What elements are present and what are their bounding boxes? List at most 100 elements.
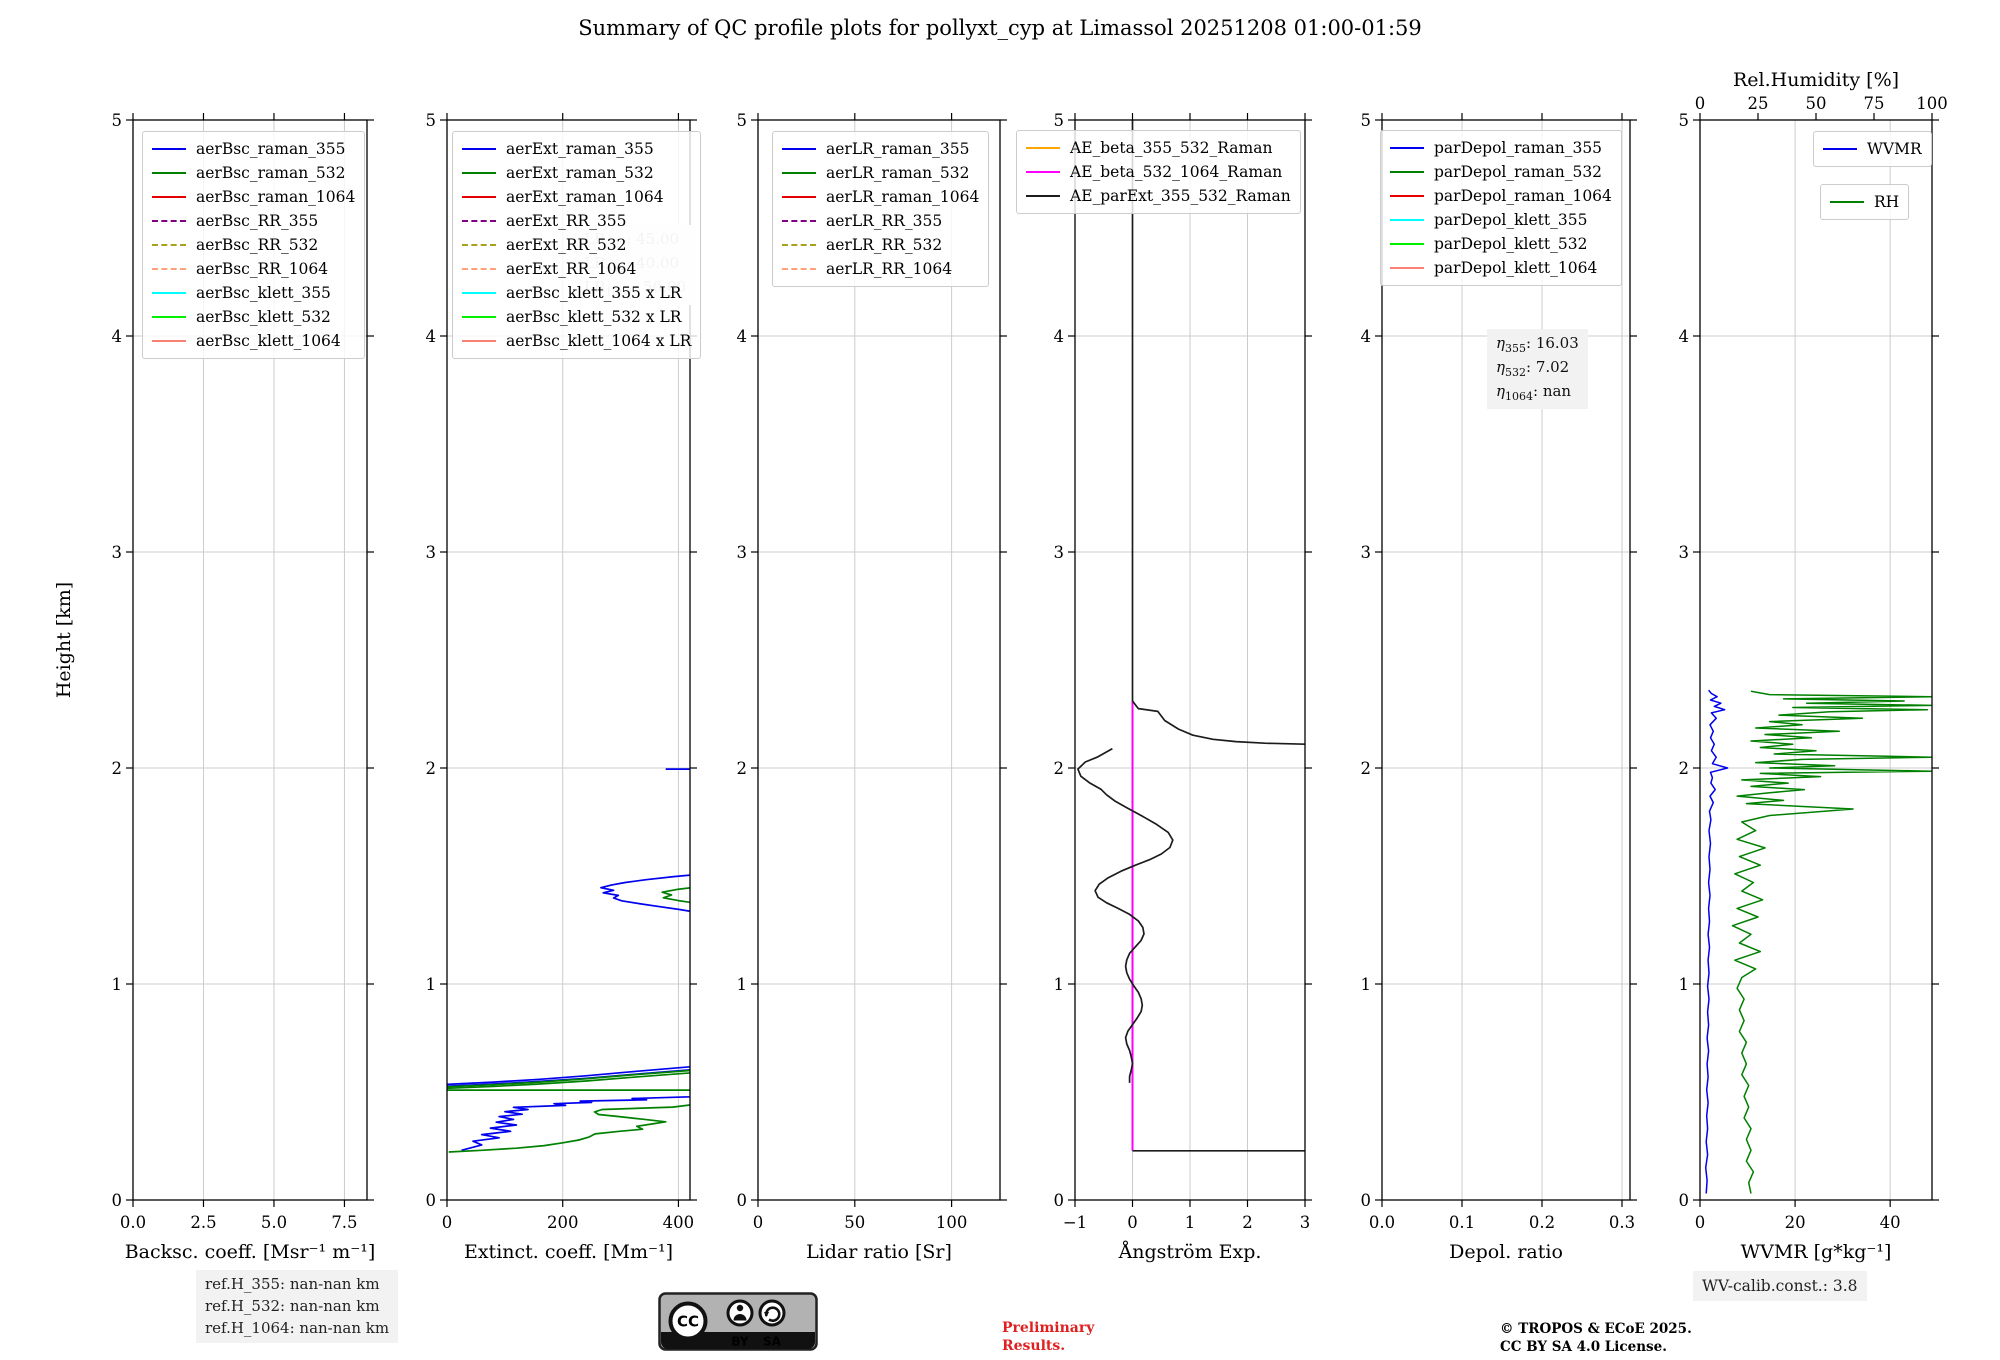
legend-label: parDepol_raman_1064 — [1434, 187, 1612, 205]
legend-line-sample — [462, 340, 496, 342]
series-group-wvmr — [1704, 689, 1932, 1194]
x-tick-label: 5.0 — [261, 1213, 287, 1232]
y-tick-label: 3 — [112, 543, 123, 562]
panel-wvmr: 0 20 40 0 1 2 3 4 5 WVMR [g*kg⁻¹] 0 25 50 75 100 Rel.Hu… — [1679, 69, 1948, 1263]
page-title: Summary of QC profile plots for pollyxt_… — [578, 16, 1422, 40]
y-tick-label: 2 — [737, 759, 748, 778]
legend-wvmr: RH — [1820, 184, 1910, 220]
legend-item: aerExt_raman_1064 — [462, 185, 691, 209]
legend-label: aerBsc_klett_355 x LR — [506, 284, 682, 302]
y-tick-label: 3 — [1361, 543, 1372, 562]
legend-item: aerExt_raman_355 — [462, 137, 691, 161]
top-axis-label: Rel.Humidity [%] — [1733, 69, 1899, 91]
x-tick-label: 40 — [1880, 1213, 1901, 1232]
x-axis-label-depol: Depol. ratio — [1449, 1241, 1563, 1263]
legend-item: aerExt_RR_1064 — [462, 257, 691, 281]
legend-line-sample — [152, 340, 186, 342]
legend-depol: parDepol_raman_355 parDepol_raman_532 parD… — [1380, 130, 1622, 286]
y-tick-label: 4 — [1054, 327, 1065, 346]
series-AE_parExt_355_532_Raman — [1077, 747, 1174, 1083]
legend-label: aerLR_raman_1064 — [826, 188, 980, 206]
ref-height-line: ref.H_1064: nan-nan km — [205, 1318, 390, 1337]
legend-label: parDepol_raman_355 — [1434, 139, 1603, 157]
legend-line-sample — [462, 268, 496, 270]
reference-height-annotation: ref.H_355: nan-nan km ref.H_532: nan-nan … — [196, 1270, 399, 1344]
grid-wvmr — [1699, 119, 1932, 1201]
legend-line-sample — [1026, 195, 1060, 197]
y-tick-label: 1 — [1054, 975, 1065, 994]
axes-frame-wvmr — [1699, 119, 1933, 1201]
legend-line-sample — [782, 268, 816, 270]
legend-line-sample — [152, 292, 186, 294]
axes-frame-extinction — [446, 119, 691, 1201]
legend-label: aerBsc_RR_355 — [196, 212, 319, 230]
legend-extinction: aerExt_raman_355 aerExt_raman_532 aerExt_r… — [452, 131, 702, 359]
by-person-body — [733, 1314, 747, 1321]
legend-line-sample — [1390, 195, 1424, 197]
by-person-icon — [726, 1299, 754, 1327]
y-tick-label: 5 — [112, 111, 123, 130]
legend-item: aerBsc_RR_532 — [152, 233, 355, 257]
ref-height-line: ref.H_355: nan-nan km — [205, 1275, 380, 1293]
x-tick-label: 20 — [1785, 1213, 1806, 1232]
top-tick-label: 25 — [1748, 94, 1769, 113]
legend-item: aerExt_RR_355 — [462, 209, 691, 233]
x-axis-label-angstrom: Ångström Exp. — [1118, 1241, 1262, 1263]
annotation-line: η1064: nan — [1496, 381, 1572, 403]
legend-line-sample — [782, 172, 816, 174]
y-tick-label: 1 — [737, 975, 748, 994]
legend-label: aerBsc_raman_355 — [196, 140, 346, 158]
wv-calib-text: WV-calib.const.: 3.8 — [1702, 1277, 1858, 1295]
x-tick-label: 0 — [1127, 1213, 1138, 1232]
legend-label: aerExt_RR_355 — [506, 212, 627, 230]
legend-item: parDepol_klett_355 — [1390, 208, 1612, 232]
legend-line-sample — [462, 316, 496, 318]
legend-line-sample — [782, 244, 816, 246]
legend-item: parDepol_klett_532 — [1390, 232, 1612, 256]
x-tick-label: 50 — [844, 1213, 865, 1232]
legend-item: AE_parExt_355_532_Raman — [1026, 184, 1291, 208]
legend-item: parDepol_raman_355 — [1390, 136, 1612, 160]
legend-item: aerLR_raman_532 — [782, 161, 979, 185]
sa-arrow-head — [764, 1312, 769, 1317]
y-tick-label: 3 — [1679, 543, 1690, 562]
legend-label: aerExt_RR_532 — [506, 236, 627, 254]
y-tick-label: 2 — [1054, 759, 1065, 778]
x-tick-label: 7.5 — [331, 1213, 357, 1232]
series-aerExt_raman_355 — [447, 1068, 690, 1088]
y-tick-label: 2 — [1361, 759, 1372, 778]
legend-label: aerExt_raman_532 — [506, 164, 654, 182]
y-tick-label: 0 — [1679, 1191, 1690, 1210]
eta-calibration-annotation: η355: 16.03 η532: 7.02 η1064: nan — [1487, 329, 1588, 409]
legend-label: parDepol_klett_355 — [1434, 211, 1588, 229]
sa-arrow-arc — [764, 1306, 781, 1322]
legend-label: AE_beta_532_1064_Raman — [1070, 163, 1283, 181]
series-aerExt_raman_532 — [661, 887, 690, 904]
top-tick-label: 0 — [1695, 94, 1706, 113]
x-tick-label: 0 — [1695, 1213, 1706, 1232]
y-tick-label: 4 — [1361, 327, 1372, 346]
y-tick-label: 3 — [1054, 543, 1065, 562]
legend-item: aerLR_RR_355 — [782, 209, 979, 233]
ticks-backscatter — [126, 113, 374, 1207]
x-axis-label-lidar_ratio: Lidar ratio [Sr] — [806, 1241, 952, 1263]
series-aerExt_raman_355 — [461, 1095, 690, 1152]
series-aerExt_raman_532 — [447, 1072, 690, 1090]
x-tick-label: 100 — [936, 1213, 968, 1232]
legend-line-sample — [462, 196, 496, 198]
legend-label: parDepol_raman_532 — [1434, 163, 1603, 181]
panel-lidar_ratio: 0 50 100 0 1 2 3 4 5 Lidar ratio [Sr] — [737, 111, 1007, 1263]
legend-line-sample — [462, 292, 496, 294]
legend-label: aerLR_raman_532 — [826, 164, 970, 182]
y-tick-label: 5 — [1361, 111, 1372, 130]
axes-frame-backscatter — [132, 119, 368, 1201]
by-label: BY — [731, 1335, 748, 1349]
x-tick-label: −1 — [1063, 1213, 1087, 1232]
legend-label: aerBsc_klett_532 — [196, 308, 331, 326]
x-tick-label: 2 — [1242, 1213, 1253, 1232]
legend-line-sample — [1390, 219, 1424, 221]
series-aerExt_raman_355 — [600, 874, 690, 913]
y-tick-label: 1 — [1679, 975, 1690, 994]
y-tick-label: 1 — [426, 975, 437, 994]
annotation-line: η532: 7.02 — [1496, 357, 1570, 379]
